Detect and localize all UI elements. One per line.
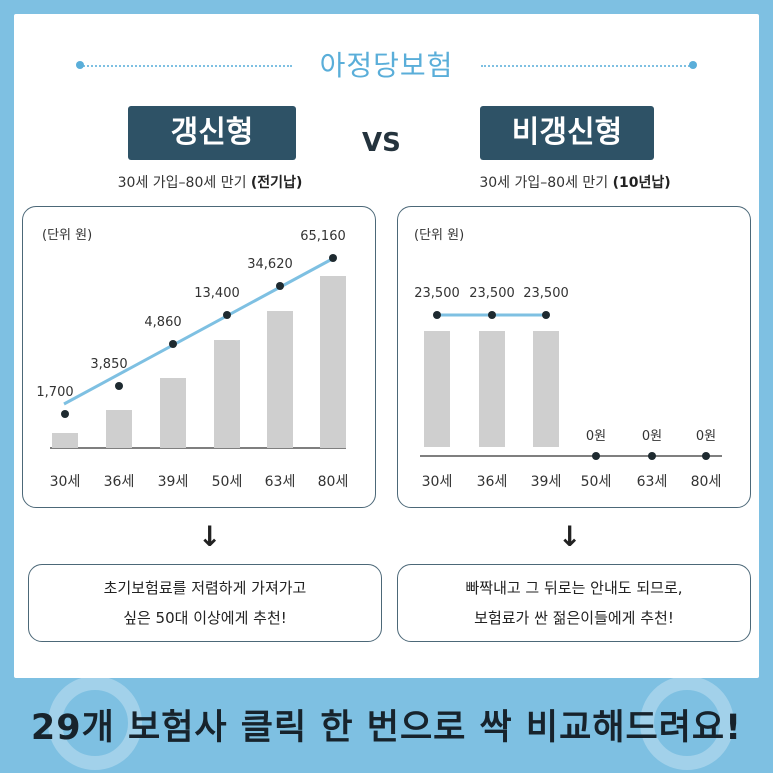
right-value-label-0: 23,500 xyxy=(414,286,460,301)
right-note-line2: 보험료가 싼 젊은이들에게 추천! xyxy=(474,609,674,627)
right-down-arrow-icon: ↓ xyxy=(558,520,582,553)
left-point-0 xyxy=(61,410,69,418)
right-point-5 xyxy=(702,452,710,460)
right-bar-2 xyxy=(533,331,559,447)
right-subtitle-term: 30세 가입–80세 만기 xyxy=(479,175,613,191)
left-category-label-0: 30세 xyxy=(50,474,81,490)
left-category-label-4: 63세 xyxy=(265,474,296,490)
header-dot-left xyxy=(76,61,84,69)
right-value-label-4: 0원 xyxy=(642,429,662,444)
left-bar-1 xyxy=(106,410,132,448)
header-dot-right xyxy=(689,61,697,69)
non-renewable-badge: 비갱신형 xyxy=(480,106,654,160)
footer-banner: 29개 보험사 클릭 한 번으로 싹 비교해드려요! xyxy=(30,708,743,748)
renewable-badge: 갱신형 xyxy=(128,106,296,160)
right-recommendation-box: 빠짝내고 그 뒤로는 안내도 되므로, 보험료가 싼 젊은이들에게 추천! xyxy=(397,564,751,642)
right-chart-box xyxy=(397,206,751,508)
left-value-label-0: 1,700 xyxy=(36,385,73,400)
left-note-line2: 싶은 50대 이상에게 추천! xyxy=(123,609,287,627)
right-value-label-2: 23,500 xyxy=(523,286,569,301)
left-chart-box xyxy=(22,206,376,508)
left-bar-0 xyxy=(52,433,78,448)
right-category-label-4: 63세 xyxy=(637,474,668,490)
left-unit-label: (단위 원) xyxy=(42,228,93,243)
left-point-4 xyxy=(276,282,284,290)
left-down-arrow-icon: ↓ xyxy=(198,520,222,553)
left-subtitle-term: 30세 가입–80세 만기 xyxy=(117,175,251,191)
left-point-3 xyxy=(223,311,231,319)
right-value-label-1: 23,500 xyxy=(469,286,515,301)
left-point-1 xyxy=(115,382,123,390)
vs-label: VS xyxy=(362,128,401,158)
page-title: 아정당보험 xyxy=(319,49,454,82)
right-subtitle-payment: (10년납) xyxy=(612,175,671,191)
left-bar-4 xyxy=(267,311,293,448)
left-bar-2 xyxy=(160,378,186,448)
right-category-label-3: 50세 xyxy=(581,474,612,490)
left-category-label-2: 39세 xyxy=(158,474,189,490)
left-bar-5 xyxy=(320,276,346,448)
left-bar-3 xyxy=(214,340,240,448)
right-subtitle: 30세 가입–80세 만기 (10년납) xyxy=(445,172,705,192)
right-point-3 xyxy=(592,452,600,460)
left-value-label-2: 4,860 xyxy=(144,315,181,330)
left-value-label-4: 34,620 xyxy=(247,257,293,272)
right-value-label-5: 0원 xyxy=(696,429,716,444)
right-unit-label: (단위 원) xyxy=(414,228,465,243)
left-note-line1: 초기보험료를 저렴하게 가져가고 xyxy=(103,579,307,597)
right-point-2 xyxy=(542,311,550,319)
right-bar-0 xyxy=(424,331,450,447)
right-category-label-5: 80세 xyxy=(691,474,722,490)
right-category-label-2: 39세 xyxy=(531,474,562,490)
left-recommendation-box: 초기보험료를 저렴하게 가져가고 싶은 50대 이상에게 추천! xyxy=(28,564,382,642)
right-bar-1 xyxy=(479,331,505,447)
left-point-5 xyxy=(329,254,337,262)
header-divider-right xyxy=(481,65,693,67)
left-value-label-3: 13,400 xyxy=(194,286,240,301)
right-point-4 xyxy=(648,452,656,460)
right-category-label-1: 36세 xyxy=(477,474,508,490)
left-point-2 xyxy=(169,340,177,348)
header-divider-left xyxy=(80,65,292,67)
left-subtitle: 30세 가입–80세 만기 (전기납) xyxy=(80,172,340,192)
left-category-label-3: 50세 xyxy=(212,474,243,490)
left-trend-line xyxy=(63,256,335,406)
right-note-line1: 빠짝내고 그 뒤로는 안내도 되므로, xyxy=(465,579,683,597)
right-category-label-0: 30세 xyxy=(422,474,453,490)
right-value-label-3: 0원 xyxy=(586,429,606,444)
right-point-1 xyxy=(488,311,496,319)
left-value-label-1: 3,850 xyxy=(90,357,127,372)
left-category-label-5: 80세 xyxy=(318,474,349,490)
right-point-0 xyxy=(433,311,441,319)
left-category-label-1: 36세 xyxy=(104,474,135,490)
left-value-label-5: 65,160 xyxy=(300,229,346,244)
left-subtitle-payment: (전기납) xyxy=(250,175,303,191)
